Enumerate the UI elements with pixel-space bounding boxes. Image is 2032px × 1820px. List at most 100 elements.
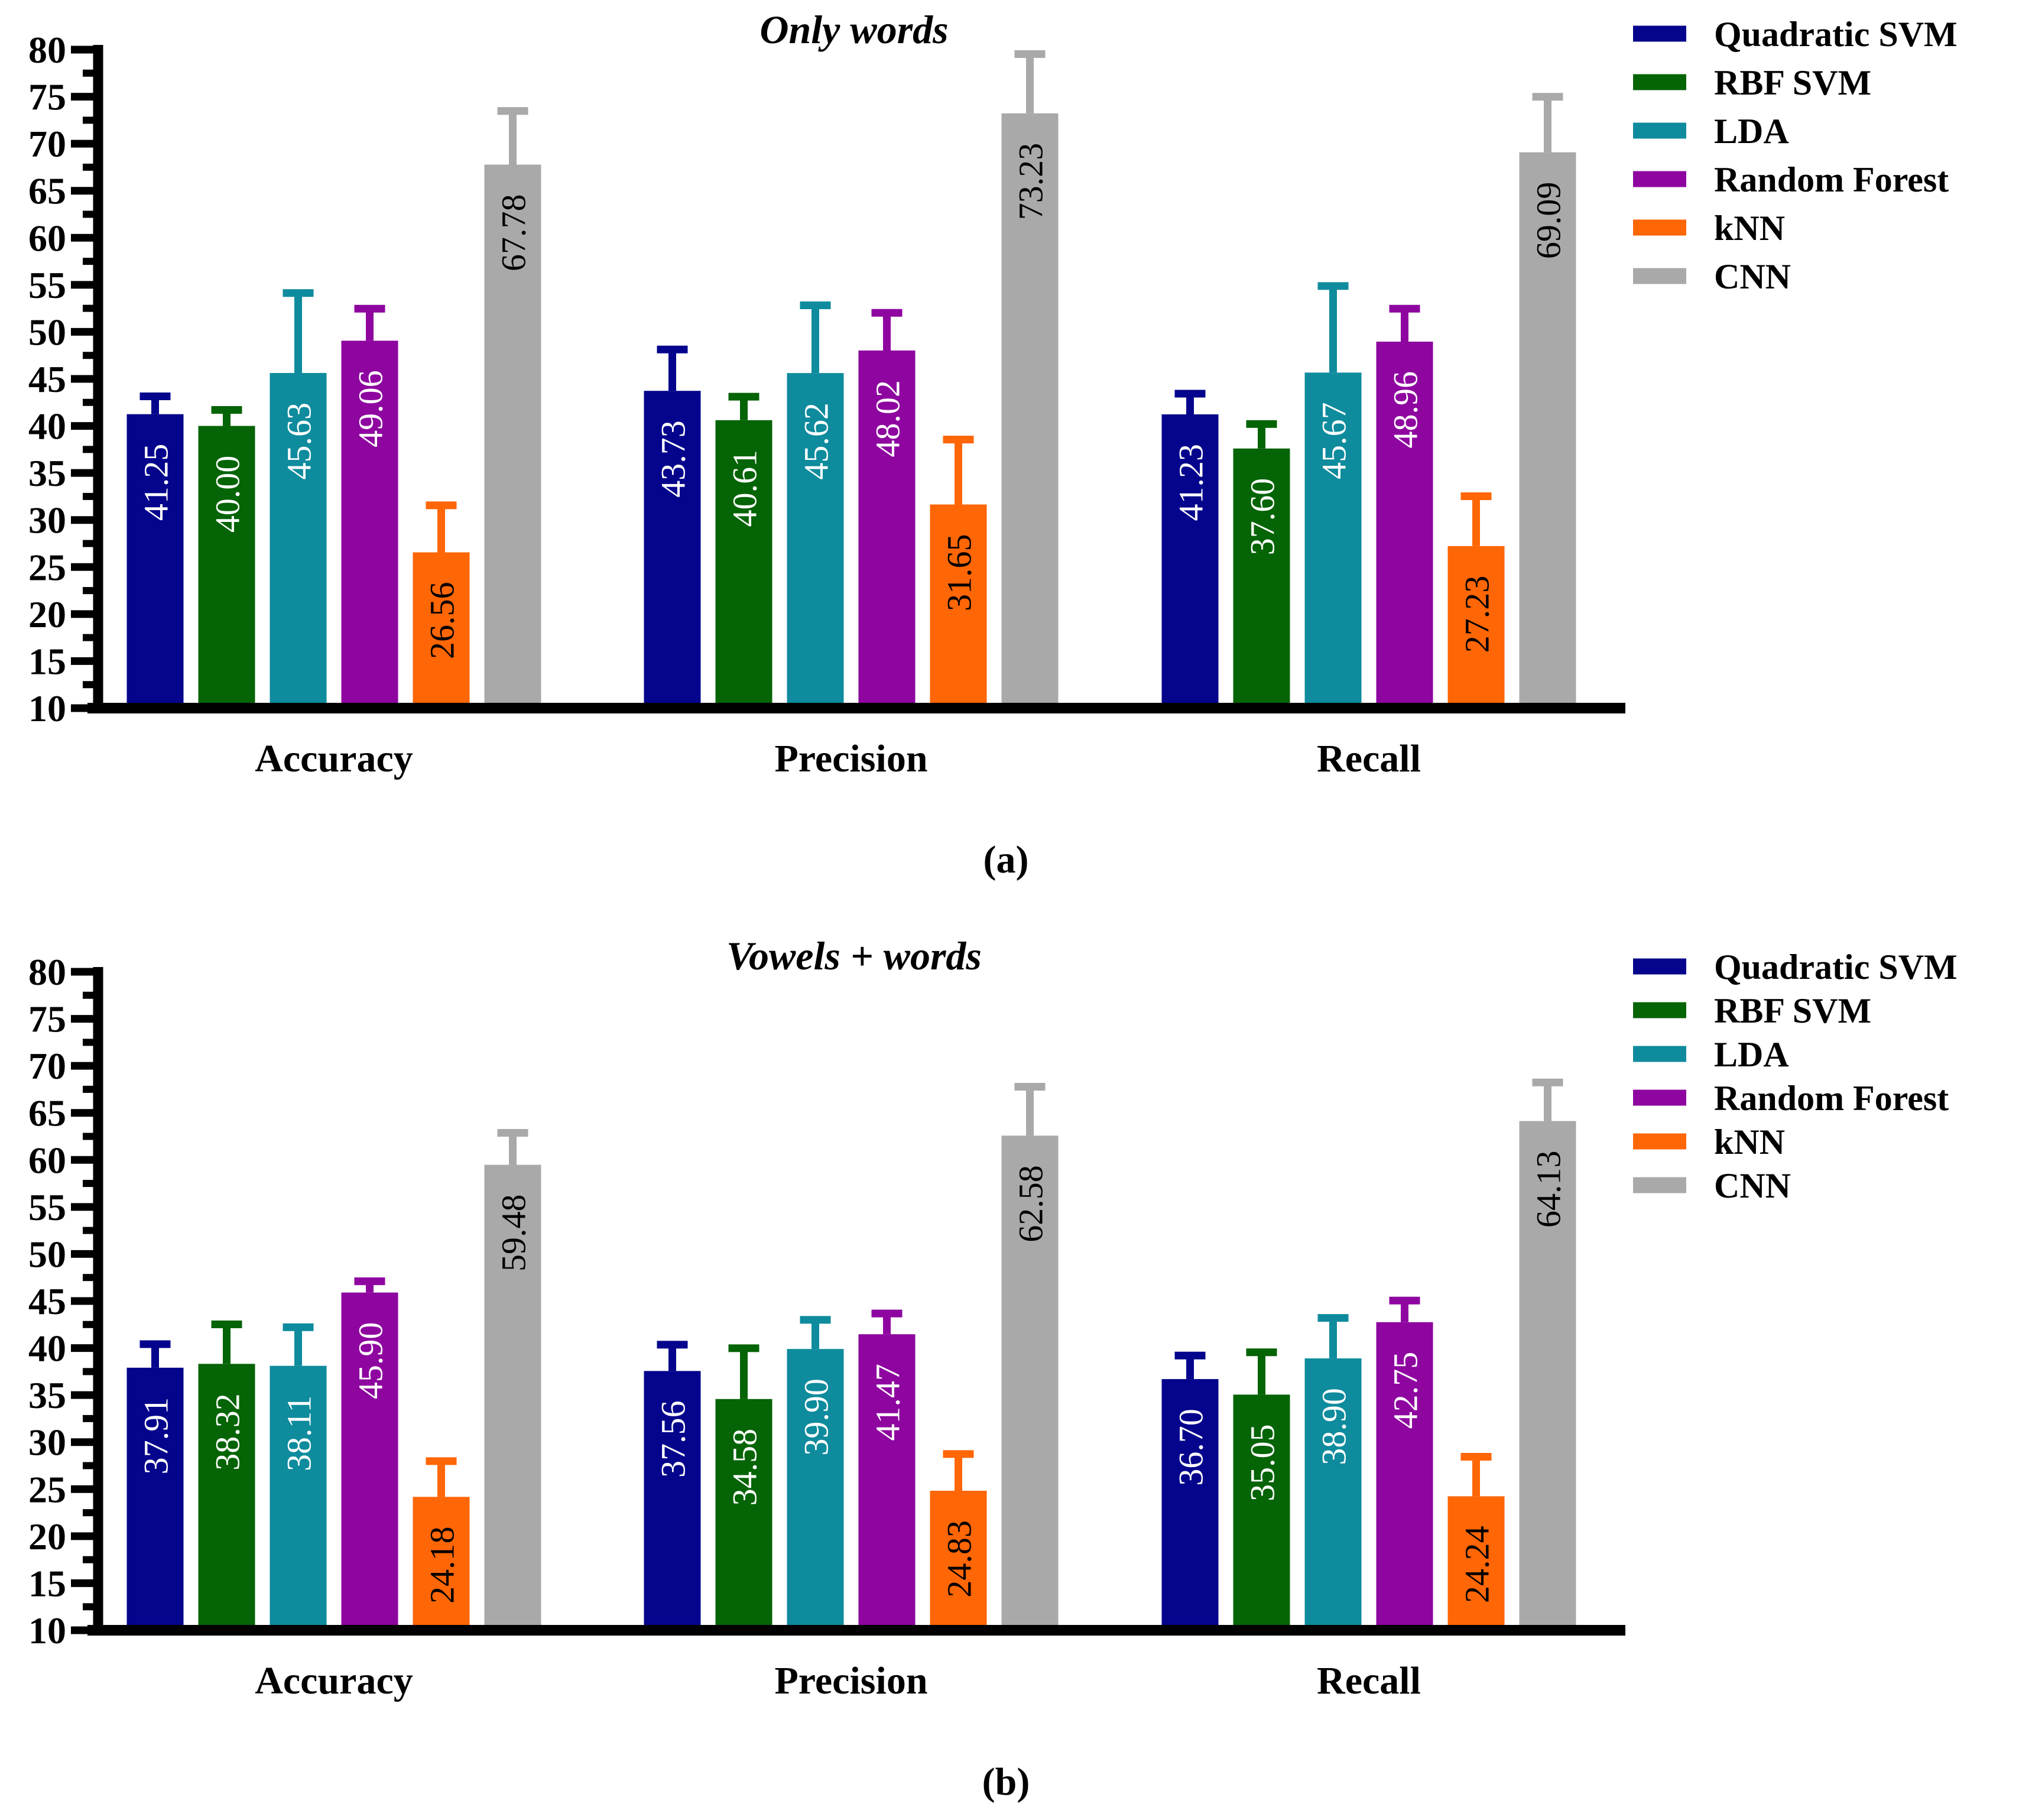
bar-value-label: 31.65 [940,534,979,611]
bar-value-label: 40.00 [209,456,247,533]
bar-value-label: 42.75 [1387,1352,1425,1429]
bar-cnn [1001,1136,1059,1630]
bar-value-label: 40.61 [726,450,764,527]
bar-value-label: 24.24 [1458,1526,1497,1603]
bar-value-label: 48.02 [869,380,907,458]
legend-swatch-quadratic-svm [1633,25,1686,42]
y-axis-tick-label: 55 [28,264,66,306]
y-axis-tick-label: 40 [28,1328,66,1370]
y-axis-tick-label: 15 [28,640,66,682]
bar-rbf-svm [1233,448,1290,708]
y-axis-tick-label: 20 [28,1516,66,1558]
y-axis-tick-label: 40 [28,405,66,447]
bar-lda [1304,1358,1362,1630]
y-axis-tick-label: 30 [28,1422,66,1464]
bar-quadratic-svm [126,414,184,708]
bar-value-label: 37.60 [1244,478,1282,556]
bar-knn [413,1497,470,1630]
y-axis-tick-label: 80 [28,951,66,993]
bar-knn [930,504,987,708]
bar-lda [787,1349,844,1630]
bar-cnn [484,164,541,709]
legend-label-knn: kNN [1714,209,1785,248]
y-axis-tick-label: 50 [28,311,66,353]
y-axis-tick-label: 10 [28,1610,66,1652]
bar-rbf-svm [715,1399,772,1630]
bar-lda [270,372,327,708]
bar-value-label: 64.13 [1530,1151,1568,1228]
bar-value-label: 35.05 [1244,1424,1282,1501]
bar-quadratic-svm [644,1371,701,1630]
bar-value-label: 45.62 [797,403,836,480]
y-axis-tick-label: 80 [28,29,66,71]
bar-value-label: 45.63 [280,403,319,480]
bar-value-label: 45.67 [1315,402,1353,479]
chart-a-sublabel: (a) [983,838,1029,881]
bar-value-label: 38.32 [209,1393,247,1471]
bar-value-label: 69.09 [1530,182,1568,259]
y-axis-tick-label: 60 [28,217,66,259]
y-axis-tick-label: 30 [28,499,66,541]
legend-label-random-forest: Random Forest [1714,1079,1949,1118]
category-label-accuracy: Accuracy [255,737,413,780]
y-axis-tick-label: 75 [28,76,66,118]
category-label-precision: Precision [774,737,927,780]
bar-knn [1447,546,1505,708]
bar-rbf-svm [1233,1394,1290,1630]
bar-value-label: 34.58 [726,1429,764,1506]
bar-value-label: 45.90 [352,1322,390,1400]
bar-value-label: 49.06 [352,370,390,447]
category-label-precision: Precision [774,1659,927,1702]
legend-swatch-lda [1633,1046,1686,1062]
legend-swatch-random-forest [1633,171,1686,187]
y-axis-tick-label: 35 [28,1374,66,1416]
y-axis-tick-label: 60 [28,1139,66,1181]
bar-knn [1447,1496,1505,1630]
bar-value-label: 24.83 [940,1520,979,1598]
bar-value-label: 38.90 [1315,1388,1353,1465]
y-axis-tick-label: 50 [28,1233,66,1275]
bar-lda [270,1365,327,1630]
bar-knn [930,1490,987,1630]
bar-cnn [1519,1121,1576,1630]
legend-swatch-rbf-svm [1633,1002,1686,1018]
legend-swatch-quadratic-svm [1633,958,1686,975]
bar-cnn [1519,152,1576,708]
bar-quadratic-svm [126,1367,184,1630]
y-axis-tick-label: 45 [28,358,66,400]
legend-label-rbf-svm: RBF SVM [1714,63,1871,102]
chart-a-title: Only words [759,7,949,52]
category-label-accuracy: Accuracy [255,1659,413,1702]
bar-random-forest [858,350,916,708]
category-label-recall: Recall [1317,1659,1421,1702]
bar-value-label: 48.96 [1387,371,1425,449]
y-axis-tick-label: 25 [28,1468,66,1510]
legend-label-quadratic-svm: Quadratic SVM [1714,15,1958,54]
legend-swatch-rbf-svm [1633,74,1686,90]
bar-value-label: 59.48 [495,1195,533,1271]
legend-swatch-cnn [1633,268,1686,284]
y-axis-tick-label: 70 [28,123,66,165]
bar-knn [413,552,470,708]
bar-lda [787,373,844,708]
bar-value-label: 62.58 [1012,1165,1050,1242]
y-axis-tick-label: 25 [28,546,66,588]
bar-value-label: 24.18 [423,1526,462,1604]
legend-label-knn: kNN [1714,1123,1785,1162]
y-axis-tick-label: 35 [28,452,66,494]
bar-value-label: 67.78 [495,194,533,271]
legend-swatch-knn [1633,219,1686,236]
bar-value-label: 27.23 [1458,576,1497,653]
bar-value-label: 43.73 [654,420,693,498]
bar-rbf-svm [715,420,772,708]
bar-lda [1304,372,1362,708]
bar-random-forest [858,1334,916,1630]
legend-label-rbf-svm: RBF SVM [1714,991,1871,1030]
chart-b-sublabel: (b) [982,1760,1030,1803]
legend-swatch-cnn [1633,1177,1686,1193]
y-axis-tick-label: 55 [28,1186,66,1228]
bar-random-forest [1376,341,1433,708]
legend-swatch-random-forest [1633,1089,1686,1106]
